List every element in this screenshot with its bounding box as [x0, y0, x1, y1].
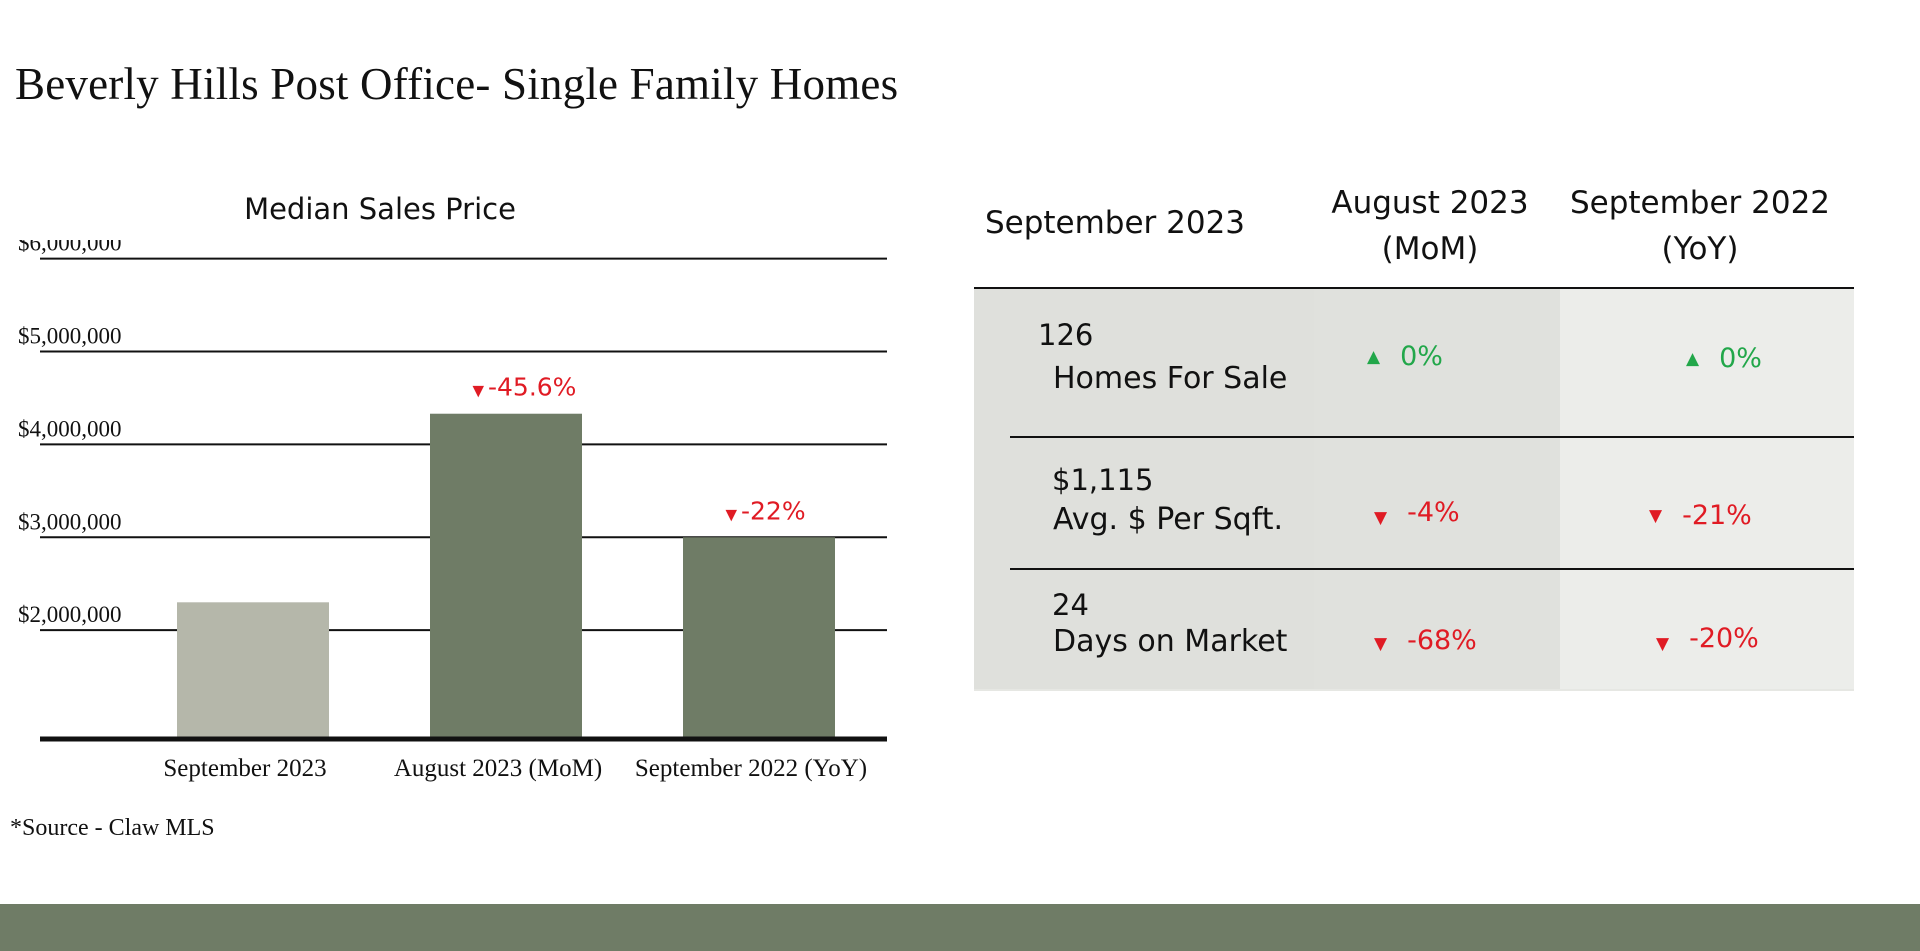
data-label-text: -45.6% [488, 373, 576, 402]
homes-for-sale-value: 126 [1038, 318, 1094, 352]
avg-per-sqft-yoy-change: ▼ -21% [1649, 500, 1752, 531]
y-tick-label: $5,000,000 [18, 323, 122, 348]
header-current-label: September 2023 [984, 205, 1246, 241]
down-arrow-icon: ▼ [1374, 633, 1388, 654]
x-tick-label: September 2023 [163, 755, 326, 782]
header-yoy-period: September 2022 (YoY) [1560, 180, 1840, 272]
source-note: *Source - Claw MLS [10, 815, 215, 841]
days-on-market-yoy-change: ▼ -20% [1656, 623, 1759, 654]
bar [177, 602, 329, 737]
x-tick-label: September 2022 (YoY) [635, 755, 867, 782]
header-mom-line2: (MoM) [1381, 231, 1479, 267]
header-mom-line1: August 2023 [1331, 185, 1529, 221]
bar-data-label: ▼ -45.6% [472, 373, 576, 402]
down-arrow-icon: ▼ [1656, 633, 1670, 654]
y-tick-label: $6,000,000 [18, 240, 122, 256]
table-header-rule [974, 287, 1854, 289]
avg-per-sqft-label: Avg. $ Per Sqft. [1053, 502, 1284, 537]
avg-per-sqft-value: $1,115 [1052, 463, 1154, 497]
page-title: Beverly Hills Post Office- Single Family… [15, 59, 899, 109]
y-axis-ticks: $2,000,000 $3,000,000 $4,000,000 $5,000,000… [18, 240, 122, 627]
table-row-divider [1010, 436, 1854, 438]
homes-for-sale-label: Homes For Sale [1053, 361, 1288, 396]
y-tick-label: $3,000,000 [18, 509, 122, 534]
up-arrow-icon: ▲ [1367, 346, 1381, 367]
days-on-market-value: 24 [1052, 588, 1089, 622]
days-on-market-mom-change: ▼ -68% [1374, 625, 1477, 656]
table-bottom-edge [974, 689, 1854, 691]
bar [430, 413, 582, 737]
footer-band [0, 904, 1920, 951]
chart-bars [177, 413, 835, 737]
days-on-market-label: Days on Market [1053, 624, 1288, 659]
table-mom-column-bg [1314, 289, 1560, 689]
homes-for-sale-yoy-change: ▲ 0% [1686, 343, 1762, 374]
bar [683, 537, 835, 737]
header-current-period: September 2023 [975, 200, 1255, 246]
table-label-column-bg [974, 289, 1314, 689]
y-tick-label: $4,000,000 [18, 416, 122, 441]
x-axis-ticks: September 2023 August 2023 (MoM) September… [163, 755, 867, 782]
bar-data-label: ▼ -22% [725, 496, 805, 525]
down-arrow-icon: ▼ [1649, 505, 1663, 526]
down-arrow-icon: ▼ [472, 382, 484, 400]
down-arrow-icon: ▼ [725, 505, 737, 523]
avg-per-sqft-mom-change: ▼ -4% [1374, 497, 1460, 528]
data-label-text: -22% [741, 496, 806, 525]
header-mom-period: August 2023 (MoM) [1310, 180, 1550, 272]
bar-data-labels: ▼ -45.6%▼ -22% [472, 373, 805, 526]
chart-title: Median Sales Price [244, 192, 516, 226]
x-tick-label: August 2023 (MoM) [394, 755, 602, 782]
homes-for-sale-mom-change: ▲ 0% [1367, 341, 1443, 372]
table-row-divider [1010, 568, 1854, 570]
down-arrow-icon: ▼ [1374, 507, 1388, 528]
bar-chart: $2,000,000 $3,000,000 $4,000,000 $5,000,000… [18, 240, 887, 782]
header-yoy-line2: (YoY) [1661, 231, 1739, 267]
y-tick-label: $2,000,000 [18, 602, 122, 627]
table-yoy-column-bg [1560, 289, 1854, 689]
up-arrow-icon: ▲ [1686, 348, 1700, 369]
header-yoy-line1: September 2022 [1569, 185, 1831, 221]
